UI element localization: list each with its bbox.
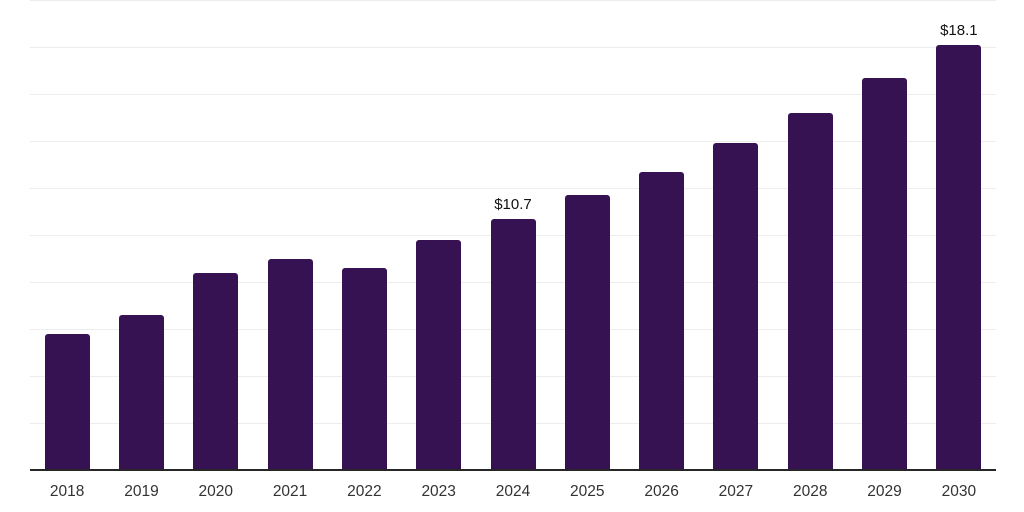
x-tick-2019: 2019 — [124, 483, 159, 500]
plot-area: $10.7 $18.1 — [30, 0, 996, 471]
x-tick-2020: 2020 — [198, 483, 233, 500]
x-axis-tick-labels: 2018 2019 2020 2021 2022 2023 2024 2025 2026 2027… — [30, 478, 996, 502]
gridline-12 — [30, 188, 996, 189]
x-tick-2029: 2029 — [867, 483, 902, 500]
x-tick-2027: 2027 — [718, 483, 754, 500]
bar-2022[interactable] — [341, 267, 387, 470]
bar-2020[interactable] — [193, 272, 239, 470]
gridline-18 — [30, 47, 996, 48]
bar-2025[interactable] — [564, 195, 610, 470]
bar-2027[interactable] — [713, 143, 759, 470]
bar-2030[interactable] — [936, 44, 982, 470]
bar-2028[interactable] — [787, 112, 833, 470]
x-tick-2025: 2025 — [570, 483, 605, 500]
value-label-2024: $10.7 — [494, 195, 532, 213]
x-tick-2026: 2026 — [644, 483, 679, 500]
bar-2018[interactable] — [44, 333, 90, 470]
x-tick-2021: 2021 — [272, 483, 308, 500]
bar-2024[interactable] — [490, 218, 536, 470]
x-tick-2028: 2028 — [792, 483, 828, 500]
bar-2021[interactable] — [267, 258, 313, 470]
x-tick-2022: 2022 — [347, 483, 382, 500]
value-label-2030: $18.1 — [940, 21, 978, 39]
gridline-16 — [30, 94, 996, 95]
bar-2029[interactable] — [862, 77, 908, 470]
bar-2026[interactable] — [639, 171, 685, 470]
gridline-20 — [30, 0, 996, 1]
x-tick-2018: 2018 — [49, 483, 85, 500]
x-tick-2030: 2030 — [941, 483, 977, 500]
gridline-14 — [30, 141, 996, 142]
x-axis-line — [30, 469, 996, 471]
bar-2019[interactable] — [118, 314, 164, 470]
x-tick-2023: 2023 — [421, 483, 456, 500]
x-tick-2024: 2024 — [495, 483, 531, 500]
bar-2023[interactable] — [416, 239, 462, 470]
